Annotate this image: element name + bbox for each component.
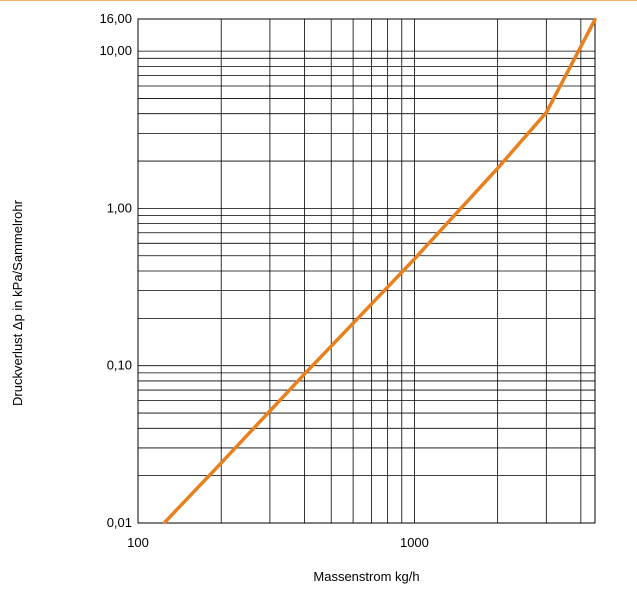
series-layer: [163, 17, 597, 525]
x-axis-label: Massenstrom kg/h: [313, 569, 419, 584]
series-line: [163, 17, 597, 525]
y-tick-label: 0,10: [107, 358, 132, 373]
grid: [137, 18, 595, 524]
y-tick-label: 10,00: [99, 43, 132, 58]
tick-labels: 0,01 0,10 1,00 10,00 16,00 100 1000: [99, 11, 428, 550]
y-tick-label: 16,00: [99, 11, 132, 26]
x-tick-label: 1000: [400, 535, 429, 550]
plot-frame: [137, 18, 596, 524]
top-rule: [0, 0, 637, 1]
y-axis-label: Druckverlust Δp in kPa/Sammelrohr: [10, 199, 25, 406]
y-tick-label: 0,01: [107, 515, 132, 530]
y-tick-label: 1,00: [107, 200, 132, 215]
x-tick-label: 100: [127, 535, 149, 550]
